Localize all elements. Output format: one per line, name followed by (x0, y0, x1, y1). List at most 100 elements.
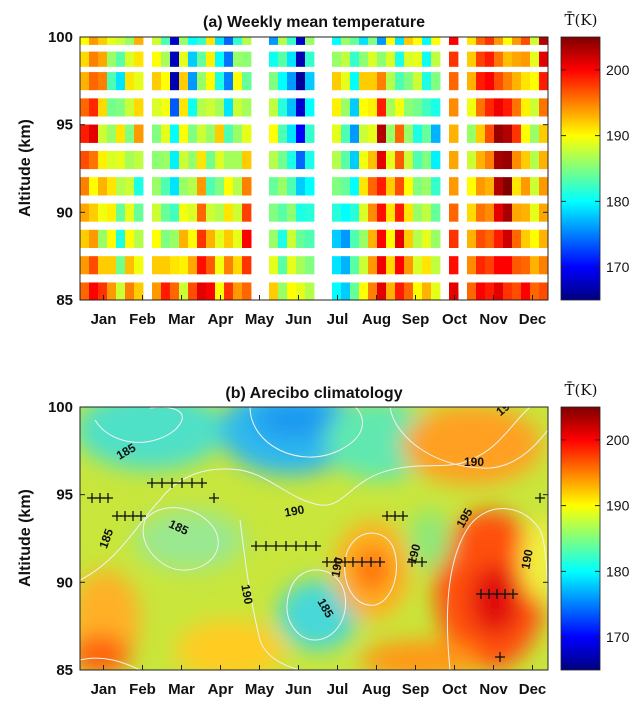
heatmap-cell (242, 177, 252, 196)
heatmap-cell (287, 203, 297, 222)
heatmap-cell (467, 98, 477, 117)
heatmap-cell (179, 98, 189, 117)
heatmap-cell (188, 256, 198, 275)
heatmap-cell (242, 124, 252, 143)
heatmap-cell (530, 291, 540, 300)
heatmap-cell (107, 291, 117, 300)
heatmap-cell (476, 203, 486, 222)
heatmap-cell (431, 177, 441, 196)
heatmap-cell (494, 177, 504, 196)
heatmap-cell (278, 73, 288, 89)
heatmap-cell (224, 51, 234, 67)
heatmap-cell (215, 291, 225, 300)
heatmap-cell (206, 203, 216, 222)
heatmap-cell (404, 229, 414, 248)
panel-a-colorbar-ticks: 170 180 190 200 (561, 62, 630, 275)
heatmap-cell (431, 291, 441, 300)
heatmap-cell (386, 124, 396, 143)
panel-b-title: (b) Arecibo climatology (225, 385, 402, 402)
heatmap-cell (233, 98, 243, 117)
heatmap-cell (485, 229, 495, 248)
heatmap-cell (206, 124, 216, 143)
heatmap-cell (197, 256, 207, 275)
heatmap-cell (341, 73, 351, 89)
heatmap-cell (503, 291, 513, 300)
heatmap-cell (125, 98, 135, 117)
heatmap-cell (161, 124, 171, 143)
heatmap-cell (305, 124, 315, 143)
heatmap-cell (467, 203, 477, 222)
heatmap-cell (404, 73, 414, 89)
heatmap-cell (341, 203, 351, 222)
month-label: Dec (519, 681, 547, 698)
heatmap-cell (521, 98, 531, 117)
heatmap-cell (287, 256, 297, 275)
heatmap-cell (305, 51, 315, 67)
heatmap-cell (494, 229, 504, 248)
heatmap-cell (359, 124, 369, 143)
heatmap-cell (332, 51, 342, 67)
heatmap-cell (215, 203, 225, 222)
heatmap-cell (107, 177, 117, 196)
contour-label: 190 (518, 548, 535, 570)
heatmap-cell (341, 124, 351, 143)
heatmap-cell (179, 150, 189, 170)
heatmap-cell (476, 177, 486, 196)
heatmap-cell (125, 256, 135, 275)
heatmap-cell (512, 150, 522, 170)
panel-b-colorbar-label: T̄(K) (565, 381, 598, 399)
colorbar-tick-label: 190 (606, 128, 630, 144)
heatmap-cell (134, 291, 144, 300)
heatmap-cell (530, 73, 540, 89)
heatmap-cell (116, 37, 126, 45)
heatmap-cell (296, 51, 306, 67)
heatmap-cell (152, 203, 162, 222)
heatmap-cell (296, 124, 306, 143)
heatmap-cell (494, 73, 504, 89)
heatmap-cell (161, 98, 171, 117)
heatmap-cell (269, 37, 279, 45)
heatmap-cell (494, 291, 504, 300)
heatmap-cell (278, 256, 288, 275)
heatmap-cell (359, 51, 369, 67)
heatmap-cell (305, 98, 315, 117)
heatmap-cell (206, 98, 216, 117)
heatmap-cell (305, 150, 315, 170)
heatmap-cell (341, 37, 351, 45)
heatmap-cell (305, 73, 315, 89)
heatmap-cell (332, 124, 342, 143)
heatmap-cell (242, 51, 252, 67)
heatmap-cell (485, 98, 495, 117)
heatmap-cell (89, 203, 99, 222)
heatmap-cell (521, 150, 531, 170)
heatmap-cell (179, 291, 189, 300)
heatmap-cell (503, 256, 513, 275)
heatmap-cell (332, 98, 342, 117)
heatmap-cell (152, 150, 162, 170)
heatmap-cell (431, 73, 441, 89)
heatmap-cell (296, 229, 306, 248)
heatmap-cell (242, 291, 252, 300)
heatmap-cell (269, 177, 279, 196)
heatmap-cell (494, 98, 504, 117)
heatmap-cell (116, 256, 126, 275)
heatmap-cell (161, 256, 171, 275)
heatmap-cell (197, 124, 207, 143)
heatmap-cell (395, 73, 405, 89)
heatmap-cell (485, 73, 495, 89)
month-label: Jun (285, 681, 312, 698)
ytick-label: 100 (48, 399, 73, 416)
heatmap-cell (431, 37, 441, 45)
panel-a: (a) Weekly mean temperature 85 90 95 100 Jan… (17, 11, 630, 328)
heatmap-cell (431, 229, 441, 248)
heatmap-cell (305, 291, 315, 300)
heatmap-cell (116, 124, 126, 143)
heatmap-cell (377, 73, 387, 89)
heatmap-cell (89, 73, 99, 89)
heatmap-cell (413, 124, 423, 143)
heatmap-cell (395, 51, 405, 67)
heatmap-cell (395, 291, 405, 300)
heatmap-cell (287, 73, 297, 89)
heatmap-cell (413, 177, 423, 196)
heatmap-cell (170, 177, 180, 196)
